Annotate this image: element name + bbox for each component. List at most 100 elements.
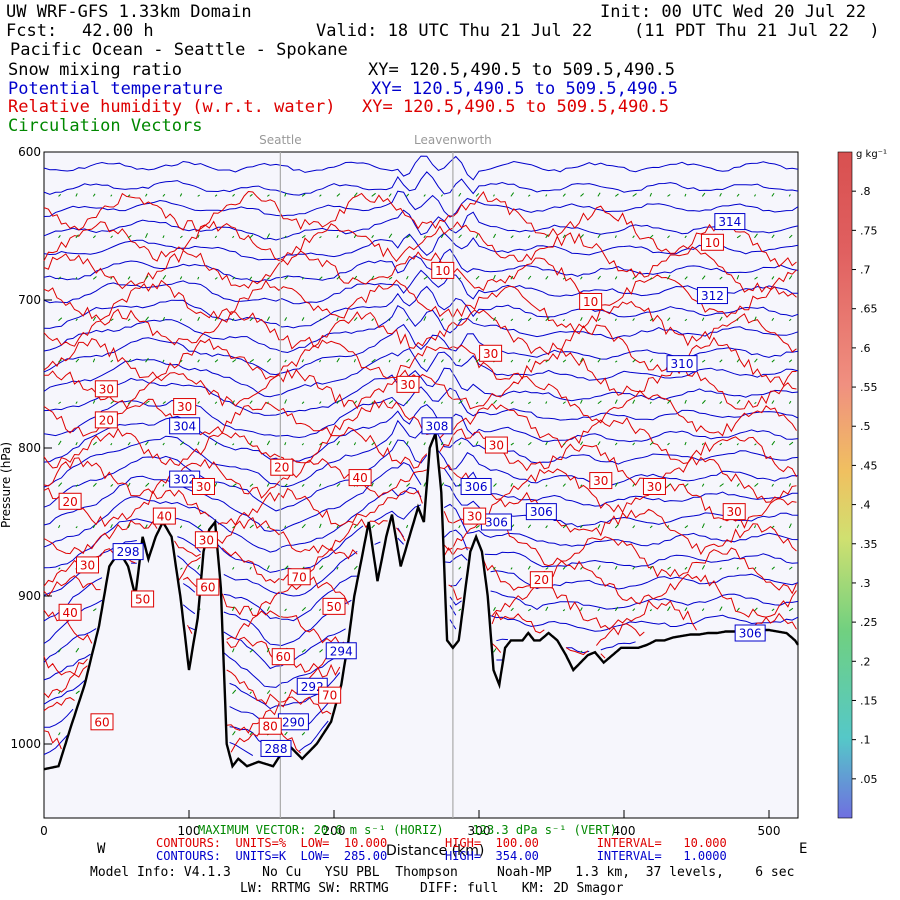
field-snow-name: Snow mixing ratio xyxy=(8,60,182,80)
vector-mark xyxy=(319,483,322,487)
contour-label: 30 xyxy=(593,474,608,488)
vector-mark xyxy=(684,607,688,612)
vector-mark xyxy=(353,275,358,280)
vector-mark xyxy=(179,359,183,363)
vector-mark xyxy=(197,194,200,197)
colorbar-label: .6 xyxy=(860,342,871,355)
vector-mark xyxy=(232,400,235,404)
colorbar-label: .7 xyxy=(860,264,871,277)
vector-mark xyxy=(127,358,132,363)
vector-mark xyxy=(232,606,235,611)
vector-mark xyxy=(371,358,376,363)
vector-mark xyxy=(162,359,165,363)
vector-mark xyxy=(580,193,584,197)
theta-contour xyxy=(43,537,799,622)
vector-mark xyxy=(92,524,96,529)
vector-mark xyxy=(597,441,601,446)
colorbar-label: .15 xyxy=(860,694,878,707)
vector-mark xyxy=(406,318,409,322)
contour-label: 294 xyxy=(330,644,353,658)
vector-mark xyxy=(371,235,374,239)
vector-mark xyxy=(632,566,636,570)
vector-mark xyxy=(527,358,531,363)
contour-label-box xyxy=(714,213,746,231)
vector-mark xyxy=(58,525,61,529)
contour-label: 30 xyxy=(727,505,742,519)
vector-mark xyxy=(75,526,78,529)
vector-mark xyxy=(214,235,218,239)
vector-mark xyxy=(754,194,756,197)
vector-mark xyxy=(92,235,96,239)
vector-mark xyxy=(632,525,636,529)
vector-mark xyxy=(771,234,775,239)
vector-mark xyxy=(510,235,514,239)
vector-mark xyxy=(528,401,531,405)
vector-mark xyxy=(736,318,739,321)
vector-mark xyxy=(179,235,183,239)
theta-contour xyxy=(229,741,254,757)
vector-mark xyxy=(562,193,566,197)
contour-label-box xyxy=(734,624,766,642)
vector-mark xyxy=(701,608,705,612)
vector-mark xyxy=(597,565,601,570)
vector-mark xyxy=(110,524,113,529)
vector-mark xyxy=(249,234,254,239)
vector-mark xyxy=(649,609,653,612)
vector-mark xyxy=(75,442,78,446)
vector-mark xyxy=(301,234,306,239)
vector-mark xyxy=(319,523,322,529)
contour-label: 20 xyxy=(534,573,549,587)
vector-mark xyxy=(475,525,480,529)
vector-mark xyxy=(388,276,393,280)
vector-mark xyxy=(301,523,306,529)
rh-contour xyxy=(43,337,797,410)
vector-mark xyxy=(736,607,740,612)
vector-mark xyxy=(510,318,514,322)
contour-label-box xyxy=(479,344,503,362)
vector-mark xyxy=(771,440,776,446)
vector-mark xyxy=(284,235,287,239)
vector-mark xyxy=(180,567,183,570)
vector-mark xyxy=(301,731,306,736)
vector-mark xyxy=(75,484,79,487)
vector-mark xyxy=(475,317,478,321)
vector-mark xyxy=(423,235,426,239)
vector-mark xyxy=(249,359,255,363)
vector-mark xyxy=(754,566,757,570)
vector-mark xyxy=(458,192,462,197)
vector-mark xyxy=(423,442,426,446)
vector-mark xyxy=(788,566,793,570)
colorbar-label: .75 xyxy=(860,224,878,237)
vector-mark xyxy=(145,524,148,529)
vector-mark xyxy=(667,442,670,446)
vector-mark xyxy=(214,401,218,404)
contour-label-box xyxy=(287,568,311,586)
vector-mark xyxy=(284,565,289,570)
contour-label: 30 xyxy=(177,400,192,414)
contour-label: 40 xyxy=(62,606,77,620)
vector-mark xyxy=(423,275,429,280)
vector-mark xyxy=(701,275,706,280)
contour-label: 60 xyxy=(200,581,215,595)
contour-label: 20 xyxy=(62,495,77,509)
vector-mark xyxy=(649,401,652,404)
vector-mark xyxy=(440,359,444,363)
field-vectors-name: Circulation Vectors xyxy=(8,116,203,136)
vector-mark xyxy=(179,276,183,280)
vector-mark xyxy=(232,731,236,736)
vector-mark xyxy=(475,358,480,363)
theta-contour xyxy=(43,171,799,196)
vector-mark xyxy=(266,194,270,197)
vector-mark xyxy=(93,608,97,612)
vector-mark xyxy=(458,400,463,404)
contour-label-box xyxy=(666,355,698,373)
colorbar-label: .3 xyxy=(860,577,871,590)
vector-mark xyxy=(58,194,62,197)
colorbar-label: .2 xyxy=(860,655,871,668)
vector-mark xyxy=(249,566,252,570)
terrain-line xyxy=(43,432,799,771)
vector-mark xyxy=(440,318,444,322)
vector-mark xyxy=(754,233,758,239)
vector-mark xyxy=(353,400,358,404)
vector-mark xyxy=(701,442,704,446)
